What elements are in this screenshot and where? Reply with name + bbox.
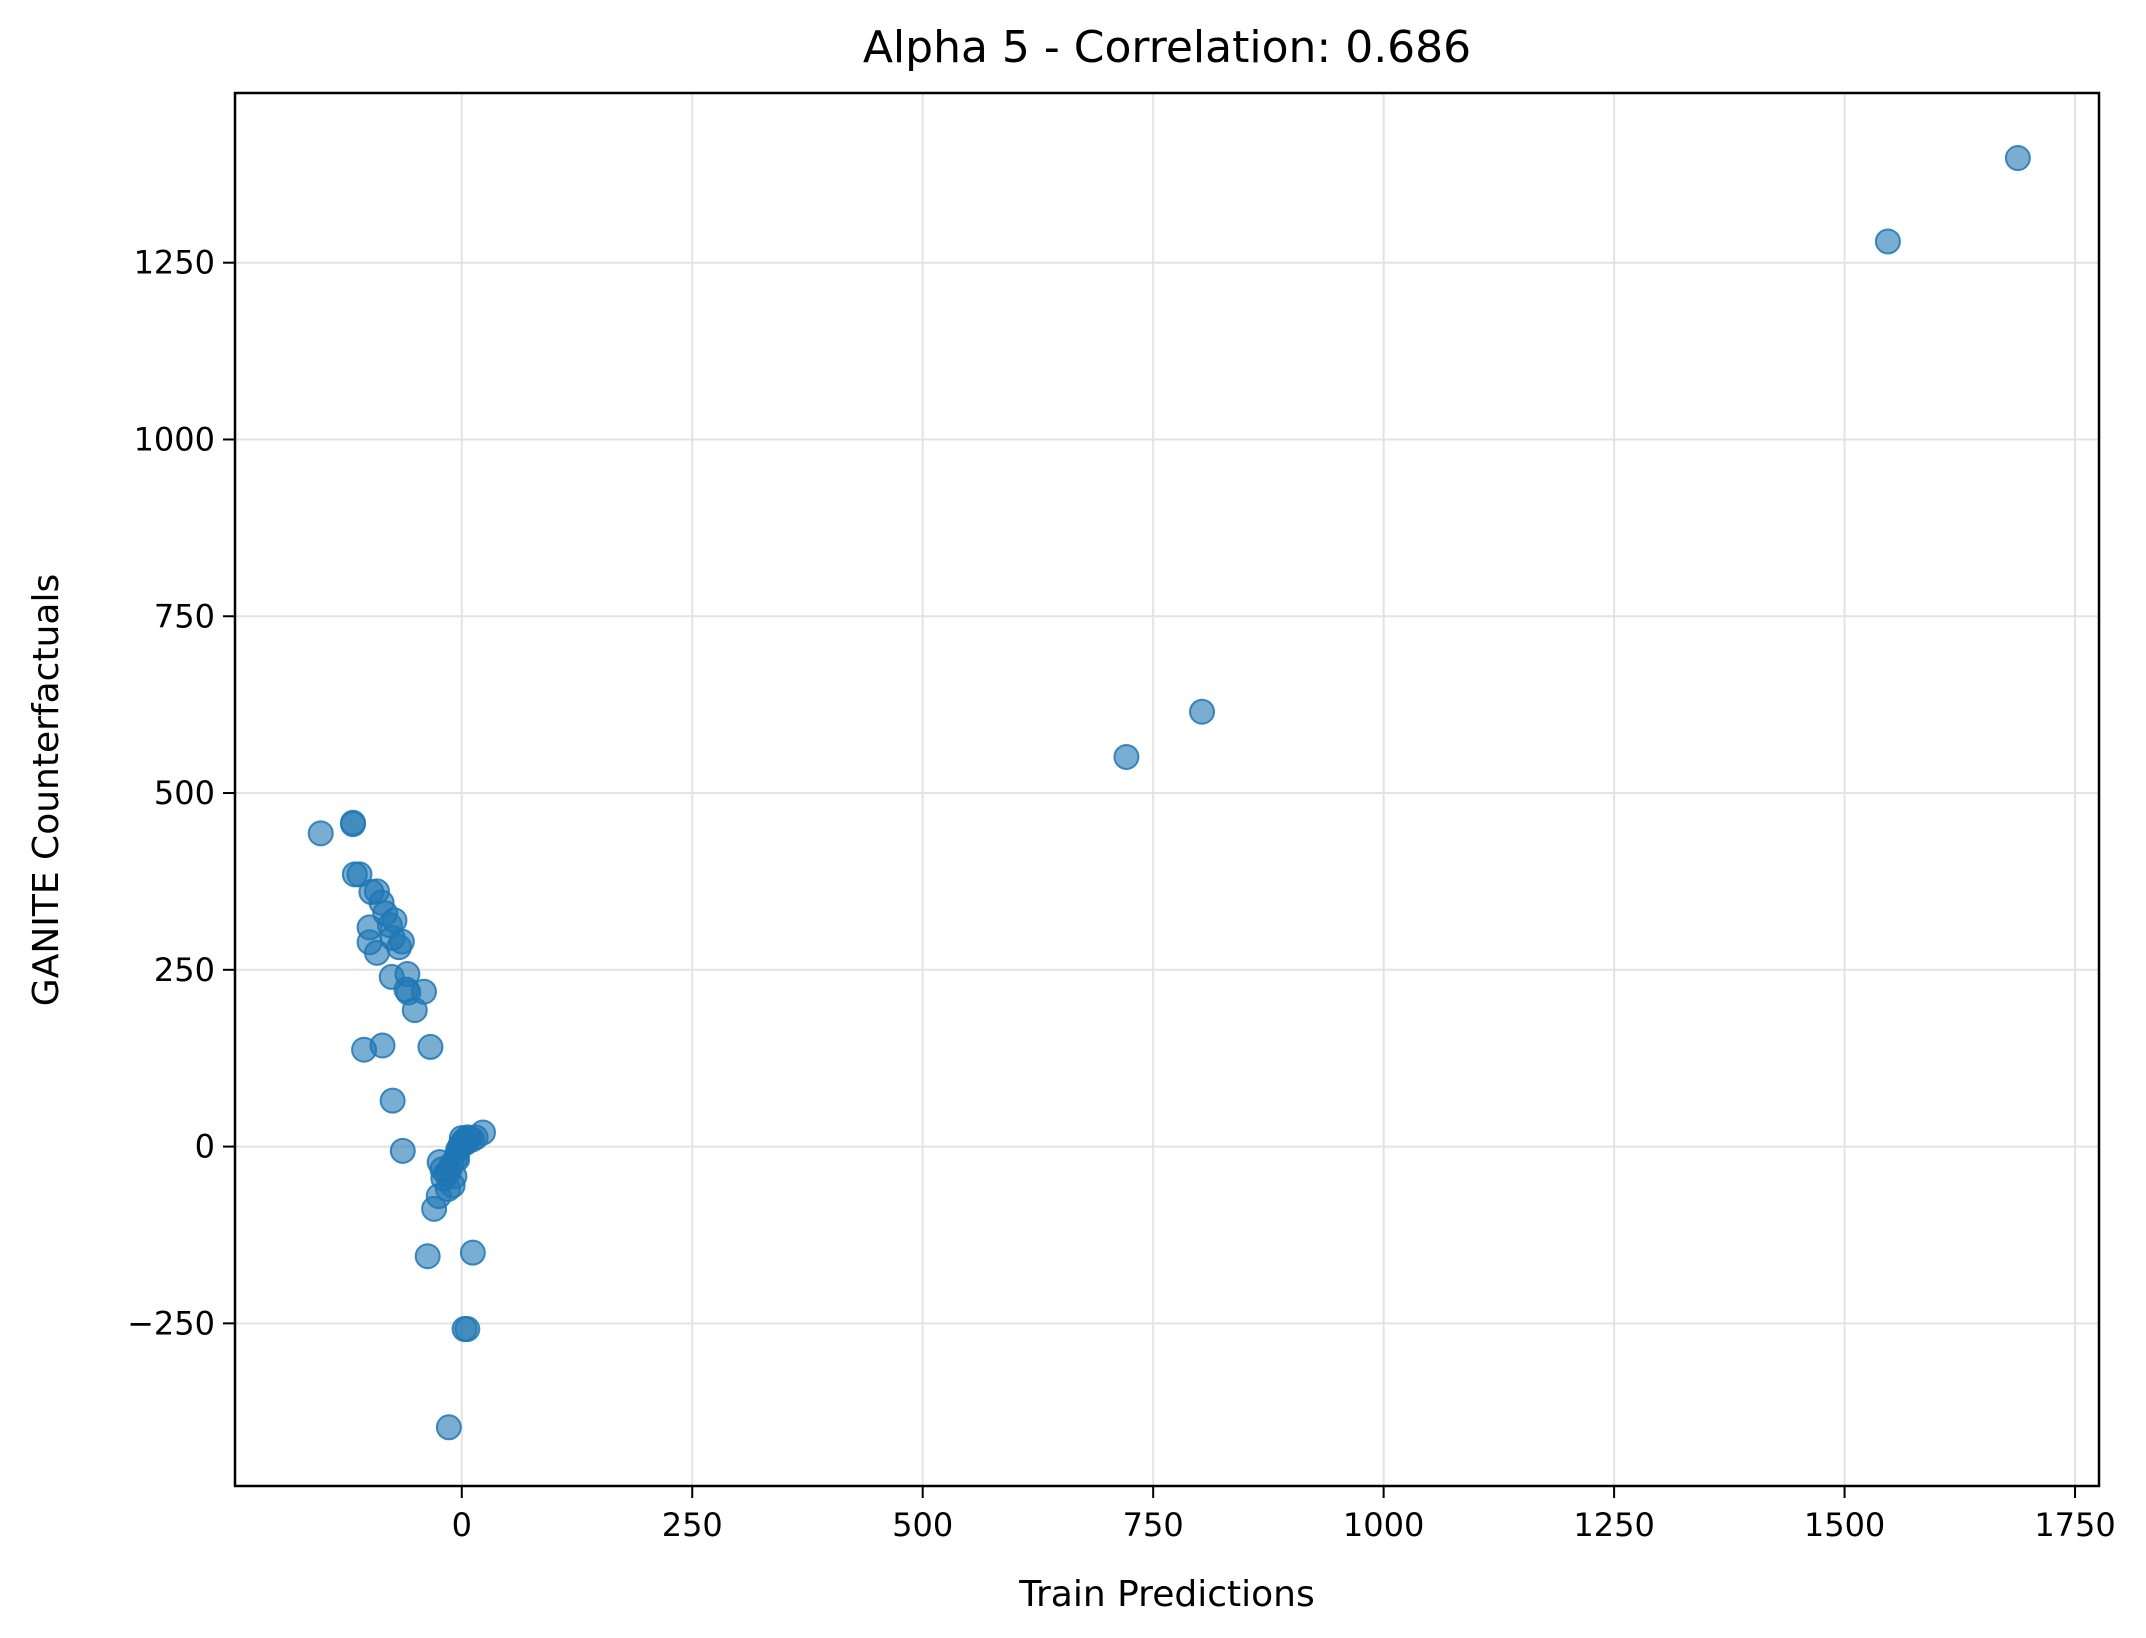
scatter-point [1113,743,1140,770]
scatter-point [435,1414,462,1441]
x-tick-label: 1750 [2034,1506,2115,1544]
scatter-point [439,1172,466,1199]
x-tick-label: 1000 [1343,1506,1424,1544]
scatter-point [379,1087,406,1114]
x-tick-label: 250 [662,1506,723,1544]
scatter-point [417,1033,444,1060]
scatter-point [307,820,334,847]
grid-lines [235,93,2099,1486]
y-axis-ticks: −250 0 250 500 750 1000 1250 [127,244,235,1342]
y-tick-label: 500 [154,774,215,812]
scatter-point [386,934,413,961]
scatter-point [449,1130,476,1157]
y-axis-label: GANITE Counterfactuals [26,574,67,1006]
x-tick-label: 500 [892,1506,953,1544]
scatter-point [1189,698,1216,725]
scatter-point [369,1032,396,1059]
plot-frame [233,91,2101,1488]
y-tick-label: −250 [127,1304,215,1342]
data-points [307,145,2031,1441]
scatter-point [401,997,428,1024]
x-axis-label: Train Predictions [1018,1574,1314,1615]
scatter-point [414,1243,441,1270]
x-tick-label: 1250 [1573,1506,1654,1544]
y-tick-label: 0 [195,1128,215,1166]
scatter-point [469,1119,496,1146]
chart-title: Alpha 5 - Correlation: 0.686 [863,22,1471,73]
y-tick-label: 1250 [134,244,215,282]
y-tick-label: 250 [154,951,215,989]
y-tick-label: 1000 [134,420,215,458]
scatter-point [2004,145,2031,172]
scatter-point [389,1137,416,1164]
scatter-point [1874,228,1901,255]
y-tick-label: 750 [154,597,215,635]
scatter-point [346,861,373,888]
x-tick-label: 750 [1123,1506,1184,1544]
scatter-point [451,1316,478,1343]
scatter-point [459,1239,486,1266]
scatter-point [339,811,366,838]
x-tick-label: 0 [452,1506,472,1544]
x-tick-label: 1500 [1804,1506,1885,1544]
x-axis-ticks: 0 250 500 750 1000 1250 1500 1750 [452,1486,2116,1544]
